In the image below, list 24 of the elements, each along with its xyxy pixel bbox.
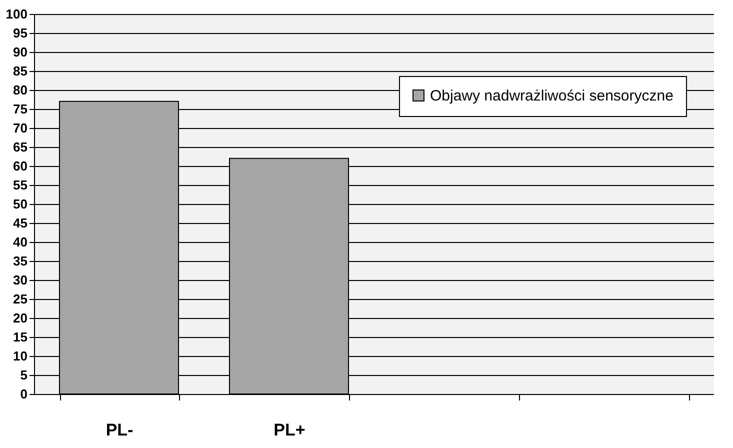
y-tick-label: 95 xyxy=(13,26,28,40)
y-tick-label: 15 xyxy=(13,330,28,344)
y-tick-label: 90 xyxy=(13,44,28,60)
y-tick-label: 25 xyxy=(13,292,28,306)
legend-label: Objawy nadwrażliwości sensoryczne xyxy=(430,88,674,104)
y-tick-label: 40 xyxy=(13,234,28,250)
y-tick-label: 65 xyxy=(13,140,28,154)
y-tick-label: 45 xyxy=(13,216,28,230)
y-tick-label: 100 xyxy=(6,6,28,22)
y-tick-label: 10 xyxy=(13,348,28,364)
x-tick-label: PL+ xyxy=(274,420,306,440)
y-tick-label: 60 xyxy=(13,158,28,174)
y-tick-label: 70 xyxy=(13,120,28,136)
y-tick-label: 50 xyxy=(13,196,28,212)
y-tick-label: 75 xyxy=(13,102,28,116)
y-tick-label: 0 xyxy=(20,386,28,402)
y-tick-label: 80 xyxy=(13,82,28,98)
y-tick-label: 30 xyxy=(13,272,28,288)
y-tick-label: 20 xyxy=(13,310,28,326)
y-tick-label: 55 xyxy=(13,178,28,192)
y-tick-label: 35 xyxy=(13,254,28,268)
y-tick-label: 5 xyxy=(20,368,28,382)
x-tick-label: PL- xyxy=(106,420,134,440)
y-tick-label: 85 xyxy=(13,64,28,78)
